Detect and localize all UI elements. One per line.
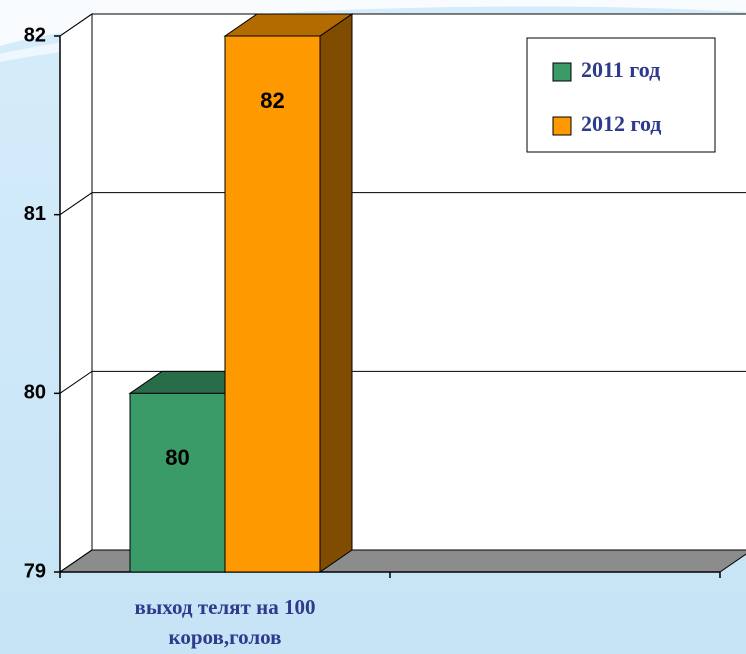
bar — [224, 35, 321, 573]
side-wall — [59, 13, 93, 573]
legend-label: 2011 год — [581, 57, 660, 82]
background-swoosh — [0, 0, 746, 46]
value-label: 80 — [165, 445, 189, 470]
y-tick-label: 82 — [24, 24, 46, 46]
grid-line — [59, 192, 746, 216]
legend-label: 2012 год — [581, 111, 661, 136]
legend-swatch — [552, 116, 572, 136]
bar — [129, 392, 226, 573]
grid-line — [59, 370, 746, 394]
legend-box — [526, 37, 716, 153]
legend-swatch — [552, 62, 572, 82]
y-tick-label: 81 — [24, 203, 46, 225]
x-category-label: выход телят на 100 коров,голов — [134, 595, 316, 650]
value-label: 82 — [260, 88, 284, 113]
bar-side — [319, 13, 353, 573]
y-tick-label: 79 — [24, 560, 46, 582]
grid-line — [59, 549, 746, 573]
grid-line — [59, 13, 746, 37]
y-tick-label: 80 — [24, 382, 46, 404]
